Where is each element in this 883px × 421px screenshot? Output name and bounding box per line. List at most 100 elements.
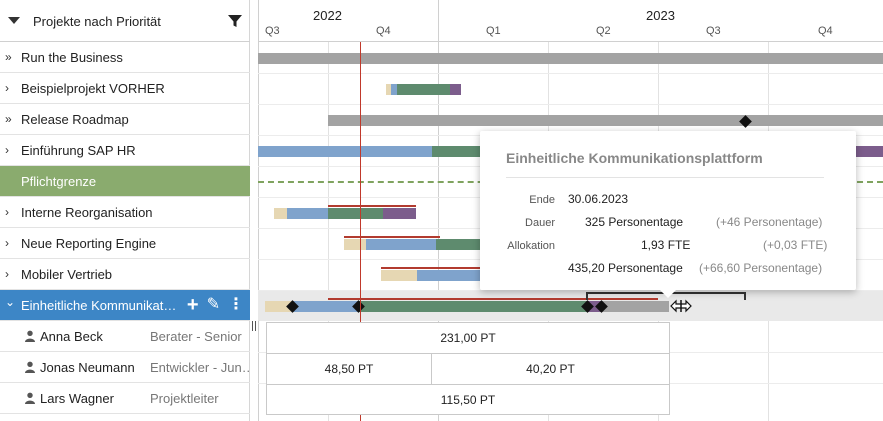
alloc-divider	[267, 384, 669, 385]
quarter-label: Q3	[706, 25, 721, 37]
alloc-divider	[267, 353, 669, 354]
tooltip-pointer	[659, 289, 677, 298]
project-row-beispielprojekt[interactable]: › Beispielprojekt VORHER	[0, 73, 250, 104]
quarter-label: Q4	[818, 25, 833, 37]
tooltip-dauer-delta: (+46 Personentage)	[716, 215, 823, 229]
bar-segment-purple[interactable]	[450, 84, 461, 95]
edit-icon[interactable]: ✎	[206, 296, 220, 313]
grid-line	[328, 42, 329, 421]
alloc-cell-anna-beck[interactable]: 231,00 PT	[440, 331, 496, 345]
bar-segment-beige[interactable]	[344, 239, 366, 250]
tooltip-title: Einheitliche Kommunikationsplattform	[506, 150, 763, 166]
expand-chevron-icon[interactable]: ›	[5, 236, 9, 250]
project-label: Mobiler Vertrieb	[21, 267, 113, 282]
bar-segment-green[interactable]	[328, 208, 383, 219]
person-name: Jonas Neumann	[40, 360, 135, 375]
tooltip-allokation-delta: (+0,03 FTE)	[763, 238, 828, 252]
bar-run-the-business[interactable]	[258, 53, 883, 64]
expand-chevron-icon[interactable]: ›	[5, 205, 9, 219]
project-label: Beispielprojekt VORHER	[21, 81, 165, 96]
bar-segment-blue[interactable]	[258, 146, 432, 157]
pflichtgrenze-label: Pflichtgrenze	[21, 174, 97, 189]
bar-segment-green[interactable]	[436, 239, 480, 250]
expand-chevron-icon[interactable]: ›	[5, 81, 9, 95]
project-label: Einheitliche Kommunikat…	[21, 298, 177, 313]
more-icon[interactable]: ⋮	[228, 296, 244, 313]
person-name: Anna Beck	[40, 329, 103, 344]
year-label-2022: 2022	[313, 8, 342, 23]
alloc-divider	[431, 354, 432, 384]
project-row-mobiler-vertrieb[interactable]: › Mobiler Vertrieb	[0, 259, 250, 290]
bar-segment-green[interactable]	[358, 301, 587, 312]
alloc-cell-jonas-neumann-2[interactable]: 40,20 PT	[526, 362, 575, 376]
tooltip-summe-value: 435,20 Personentage	[568, 261, 683, 275]
collapse-caret-icon[interactable]	[8, 17, 20, 24]
bar-segment-purple[interactable]	[587, 301, 601, 312]
alloc-cell-lars-wagner[interactable]: 115,50 PT	[440, 393, 496, 407]
today-line	[360, 42, 361, 421]
pflichtgrenze-row[interactable]: Pflichtgrenze	[0, 166, 250, 197]
project-label: Release Roadmap	[21, 112, 129, 127]
resource-row-jonas-neumann[interactable]: Jonas Neumann Entwickler - Jun…	[0, 352, 255, 383]
filter-icon[interactable]	[228, 14, 242, 28]
splitter-grip-icon[interactable]	[252, 321, 256, 331]
person-role: Entwickler - Jun…	[150, 360, 255, 375]
resize-cursor-icon[interactable]	[670, 299, 692, 313]
bar-segment-blue[interactable]	[417, 270, 480, 281]
bar-segment-beige[interactable]	[274, 208, 287, 219]
project-row-reporting-engine[interactable]: › Neue Reporting Engine	[0, 228, 250, 259]
bar-release-roadmap[interactable]	[328, 115, 883, 126]
project-list-header: Projekte nach Priorität	[0, 0, 250, 42]
project-label: Neue Reporting Engine	[21, 236, 157, 251]
bar-segment-purple[interactable]	[856, 146, 883, 157]
project-row-kommunikationsplattform[interactable]: ⌄ Einheitliche Kommunikat… + ✎ ⋮	[0, 290, 250, 321]
resource-row-lars-wagner[interactable]: Lars Wagner Projektleiter	[0, 383, 250, 414]
quarter-label: Q1	[486, 25, 501, 37]
bar-segment-blue[interactable]	[287, 208, 328, 219]
person-icon	[25, 392, 35, 404]
project-row-release-roadmap[interactable]: » Release Roadmap	[0, 104, 250, 135]
expand-double-chevron-icon[interactable]: »	[5, 50, 12, 64]
project-row-interne-reorganisation[interactable]: › Interne Reorganisation	[0, 197, 250, 228]
quarter-label: Q2	[596, 25, 611, 37]
tooltip-separator	[506, 177, 824, 178]
row-divider	[258, 290, 883, 291]
bar-segment-green[interactable]	[397, 84, 450, 95]
expand-chevron-icon[interactable]: ›	[5, 143, 9, 157]
bar-segment-beige[interactable]	[381, 270, 417, 281]
tooltip-ende-value: 30.06.2023	[568, 192, 629, 206]
tooltip-dauer-label: Dauer	[525, 217, 555, 229]
person-role: Berater - Senior	[150, 329, 242, 344]
quarter-label: Q4	[376, 25, 391, 37]
capacity-line	[344, 236, 440, 238]
add-icon[interactable]: +	[186, 294, 199, 316]
collapse-chevron-icon[interactable]: ⌄	[5, 295, 16, 309]
project-list-panel: Projekte nach Priorität » Run the Busine…	[0, 0, 255, 421]
person-icon	[25, 361, 35, 373]
expand-double-chevron-icon[interactable]: »	[5, 112, 12, 126]
capacity-line	[328, 298, 658, 300]
tooltip-allokation-label: Allokation	[507, 240, 555, 252]
tooltip-ende-label: Ende	[529, 194, 555, 206]
bar-segment-blue[interactable]	[292, 301, 358, 312]
bar-segment-beige[interactable]	[265, 301, 292, 312]
project-label: Run the Business	[21, 50, 123, 65]
project-row-run-the-business[interactable]: » Run the Business	[0, 42, 250, 73]
expand-chevron-icon[interactable]: ›	[5, 267, 9, 281]
tooltip-dauer-value: 325 Personentage	[585, 215, 684, 229]
bar-segment-blue[interactable]	[366, 239, 436, 250]
quarter-label: Q3	[265, 25, 280, 37]
project-row-sap-hr[interactable]: › Einführung SAP HR	[0, 135, 250, 166]
panel-splitter[interactable]	[250, 0, 258, 421]
bar-segment-green[interactable]	[432, 146, 482, 157]
bar-segment-gray[interactable]	[601, 301, 669, 312]
bar-segment-beige[interactable]	[386, 84, 391, 95]
project-label: Einführung SAP HR	[21, 143, 136, 158]
resource-row-anna-beck[interactable]: Anna Beck Berater - Senior	[0, 321, 250, 352]
alloc-cell-jonas-neumann-1[interactable]: 48,50 PT	[324, 362, 374, 376]
tooltip-summe-delta: (+66,60 Personentage)	[699, 261, 823, 275]
bar-segment-purple[interactable]	[383, 208, 416, 219]
project-list-title: Projekte nach Priorität	[33, 14, 161, 29]
bar-segment-blue[interactable]	[391, 84, 397, 95]
tooltip-allokation-value: 1,93 FTE	[641, 238, 691, 252]
